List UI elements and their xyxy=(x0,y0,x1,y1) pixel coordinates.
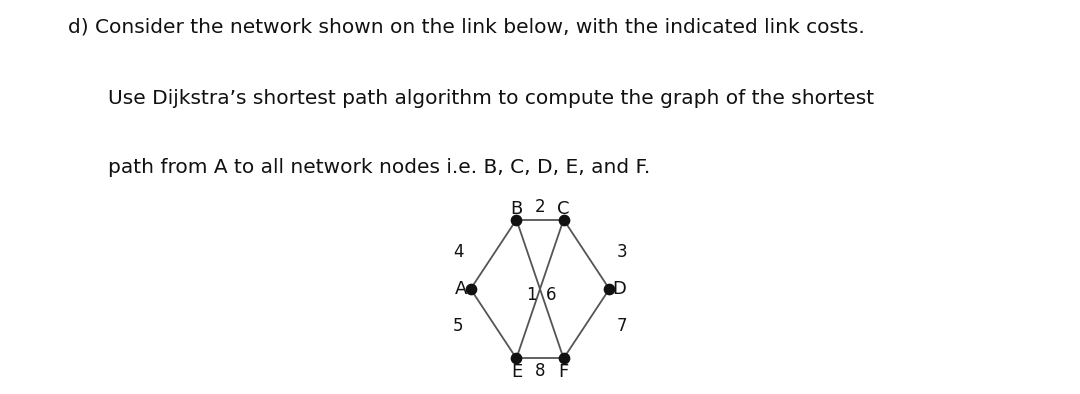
Point xyxy=(555,216,572,223)
Text: 4: 4 xyxy=(453,243,463,260)
Text: E: E xyxy=(511,363,522,381)
Point xyxy=(462,286,480,292)
Text: 8: 8 xyxy=(535,362,545,380)
Text: 6: 6 xyxy=(545,286,556,303)
Text: B: B xyxy=(510,199,523,217)
Text: 1: 1 xyxy=(526,286,537,303)
Text: D: D xyxy=(612,280,626,298)
Point xyxy=(508,216,525,223)
Point xyxy=(508,355,525,362)
Text: 7: 7 xyxy=(617,318,627,335)
Text: F: F xyxy=(558,363,569,381)
Text: 2: 2 xyxy=(535,198,545,216)
Point xyxy=(600,286,618,292)
Text: d) Consider the network shown on the link below, with the indicated link costs.: d) Consider the network shown on the lin… xyxy=(68,18,865,37)
Text: 5: 5 xyxy=(453,318,463,335)
Text: path from A to all network nodes i.e. B, C, D, E, and F.: path from A to all network nodes i.e. B,… xyxy=(108,158,650,177)
Text: A: A xyxy=(455,280,468,298)
Text: 3: 3 xyxy=(617,243,627,260)
Text: C: C xyxy=(557,199,570,217)
Text: Use Dijkstra’s shortest path algorithm to compute the graph of the shortest: Use Dijkstra’s shortest path algorithm t… xyxy=(108,89,874,108)
Point xyxy=(555,355,572,362)
